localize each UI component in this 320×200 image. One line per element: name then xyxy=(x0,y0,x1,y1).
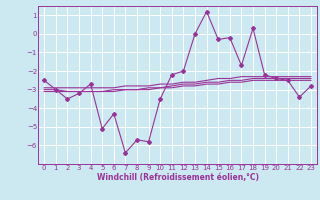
X-axis label: Windchill (Refroidissement éolien,°C): Windchill (Refroidissement éolien,°C) xyxy=(97,173,259,182)
